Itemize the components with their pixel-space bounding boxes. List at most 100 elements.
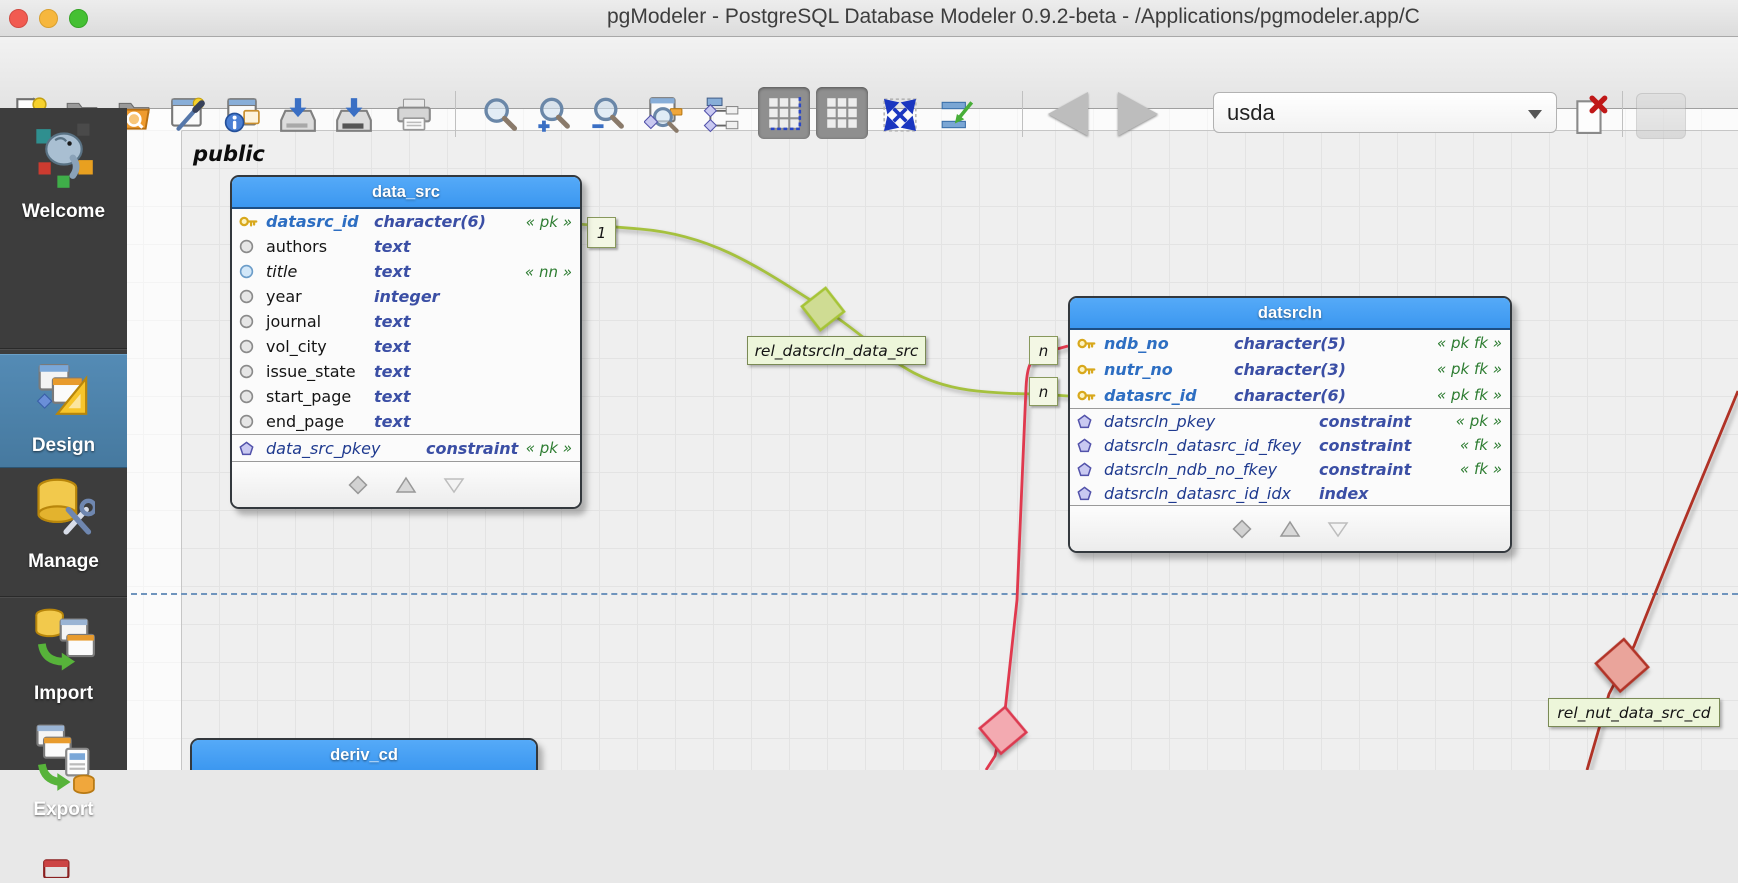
snap-to-grid-button[interactable] xyxy=(816,87,868,139)
column-name: title xyxy=(266,262,298,281)
close-window-button[interactable] xyxy=(9,9,28,28)
attributes-up-icon[interactable] xyxy=(395,474,417,496)
table-constraint-row[interactable]: datsrcln_datasrc_id_idx index xyxy=(1070,481,1510,505)
column-icon xyxy=(239,414,259,429)
table-column-row[interactable]: authors text xyxy=(232,234,580,259)
table-column-row[interactable]: start_page text xyxy=(232,384,580,409)
constraint-icon xyxy=(1077,438,1097,453)
sidebar-item-design[interactable]: Design xyxy=(0,360,127,457)
relationship-label[interactable]: rel_datsrcln_data_src xyxy=(747,336,926,365)
model-info-button[interactable] xyxy=(218,89,266,141)
constraint-kind: constraint xyxy=(1319,459,1412,479)
table-header[interactable]: data_src xyxy=(232,177,580,209)
cardinality-label-one[interactable]: 1 xyxy=(587,217,616,248)
model-canvas[interactable]: public 1 n n rel_datsrcln_data_src rel_n… xyxy=(127,108,1738,770)
sidebar-separator xyxy=(0,348,127,350)
pgmodeler-elephant-icon xyxy=(35,123,93,188)
toggle-grid-button[interactable] xyxy=(758,87,810,139)
collapse-diamond-icon[interactable] xyxy=(1231,518,1253,540)
table-column-row[interactable]: datasrc_id character(6) « pk » xyxy=(232,209,580,234)
table-datsrcln[interactable]: datsrcln ndb_no character(5) « pk fk » n… xyxy=(1068,296,1512,553)
magnifier-minus-icon xyxy=(592,97,624,129)
column-type: character(6) xyxy=(374,212,486,231)
print-model-button[interactable] xyxy=(390,89,438,141)
column-type: text xyxy=(374,312,411,331)
minimize-window-button[interactable] xyxy=(39,9,58,28)
column-name: start_page xyxy=(266,387,352,406)
column-name: authors xyxy=(266,237,328,256)
sidebar-item-welcome[interactable]: Welcome xyxy=(0,118,127,223)
table-column-row[interactable]: nutr_no character(3) « pk fk » xyxy=(1070,356,1510,382)
expand-canvas-button[interactable] xyxy=(876,89,924,141)
attributes-down-icon[interactable] xyxy=(1327,518,1349,540)
table-constraint-row[interactable]: data_src_pkey constraint « pk » xyxy=(232,435,580,461)
hierarchy-icon xyxy=(703,97,739,133)
nav-forward-button[interactable] xyxy=(1118,92,1158,136)
zoom-in-button[interactable] xyxy=(530,89,578,141)
toolbar-separator xyxy=(455,91,456,137)
window-info-icon xyxy=(224,98,260,133)
sidebar-item-export[interactable]: Export xyxy=(0,722,127,821)
table-deriv_cd[interactable]: deriv_cd xyxy=(190,738,538,770)
sidebar-item-label: Export xyxy=(33,799,94,820)
model-settings-button[interactable] xyxy=(164,89,212,141)
collapse-diamond-icon[interactable] xyxy=(347,474,369,496)
constraint-name: datsrcln_datasrc_id_idx xyxy=(1104,483,1291,503)
table-header[interactable]: deriv_cd xyxy=(192,740,536,770)
schema-name[interactable]: public xyxy=(193,142,265,166)
model-selector[interactable]: usda xyxy=(1213,92,1557,133)
attributes-up-icon[interactable] xyxy=(1279,518,1301,540)
cardinality-label-n[interactable]: n xyxy=(1029,377,1058,406)
table-column-row[interactable]: year integer xyxy=(232,284,580,309)
column-type: character(3) xyxy=(1234,359,1346,379)
table-column-row[interactable]: issue_state text xyxy=(232,359,580,384)
find-object-button[interactable] xyxy=(640,89,688,141)
primary-key-icon xyxy=(1077,388,1097,403)
constraint-name: datsrcln_pkey xyxy=(1104,411,1216,431)
zoom-window-button[interactable] xyxy=(69,9,88,28)
sidebar-item-partial[interactable] xyxy=(0,856,127,883)
toolbar-separator xyxy=(1022,91,1023,137)
constraint-badge: « pk » xyxy=(525,439,572,457)
table-constraint-row[interactable]: datsrcln_datasrc_id_fkey constraint « fk… xyxy=(1070,433,1510,457)
close-model-button[interactable] xyxy=(1566,89,1614,141)
printer-icon xyxy=(397,98,431,131)
table-column-row[interactable]: ndb_no character(5) « pk fk » xyxy=(1070,330,1510,356)
table-footer xyxy=(232,461,580,507)
table-constraint-row[interactable]: datsrcln_ndb_no_fkey constraint « fk » xyxy=(1070,457,1510,481)
import-icon xyxy=(34,608,95,671)
expand-arrows-icon xyxy=(883,98,917,132)
column-type: character(5) xyxy=(1234,333,1346,353)
table-constraint-row[interactable]: datsrcln_pkey constraint « pk » xyxy=(1070,409,1510,433)
zoom-out-button[interactable] xyxy=(584,89,632,141)
relationships-view-button[interactable] xyxy=(698,89,746,141)
title-bar: pgModeler - PostgreSQL Database Modeler … xyxy=(0,0,1738,37)
attributes-down-icon[interactable] xyxy=(443,474,465,496)
constraint-kind: constraint xyxy=(1319,411,1412,431)
table-column-row[interactable]: end_page text xyxy=(232,409,580,434)
table-column-row[interactable]: datasrc_id character(6) « pk fk » xyxy=(1070,382,1510,408)
table-header[interactable]: datsrcln xyxy=(1070,298,1510,330)
model-selector-value: usda xyxy=(1227,99,1275,125)
table-data_src[interactable]: data_src datasrc_id character(6) « pk » … xyxy=(230,175,582,509)
relationship-label[interactable]: rel_nut_data_src_cd xyxy=(1548,698,1720,727)
table-column-row[interactable]: vol_city text xyxy=(232,334,580,359)
magnifier-icon xyxy=(484,98,518,131)
column-name: datasrc_id xyxy=(1104,385,1197,405)
primary-key-icon xyxy=(1077,362,1097,377)
load-model-button[interactable] xyxy=(274,89,322,141)
cardinality-label-n[interactable]: n xyxy=(1029,336,1058,365)
table-column-row[interactable]: journal text xyxy=(232,309,580,334)
view-sidebar: Welcome Design Manage xyxy=(0,108,127,880)
zoom-original-button[interactable] xyxy=(476,89,524,141)
primary-key-icon xyxy=(239,214,259,229)
constraint-name: datsrcln_ndb_no_fkey xyxy=(1104,459,1278,479)
table-column-row[interactable]: title text « nn » xyxy=(232,259,580,284)
sidebar-item-manage[interactable]: Manage xyxy=(0,474,127,573)
cardinality-text: 1 xyxy=(596,223,607,242)
sidebar-item-import[interactable]: Import xyxy=(0,606,127,705)
nav-back-button[interactable] xyxy=(1048,92,1088,136)
arrange-objects-button[interactable] xyxy=(934,89,982,141)
table-constraints: datsrcln_pkey constraint « pk » datsrcln… xyxy=(1070,408,1510,505)
save-model-button[interactable] xyxy=(330,89,378,141)
